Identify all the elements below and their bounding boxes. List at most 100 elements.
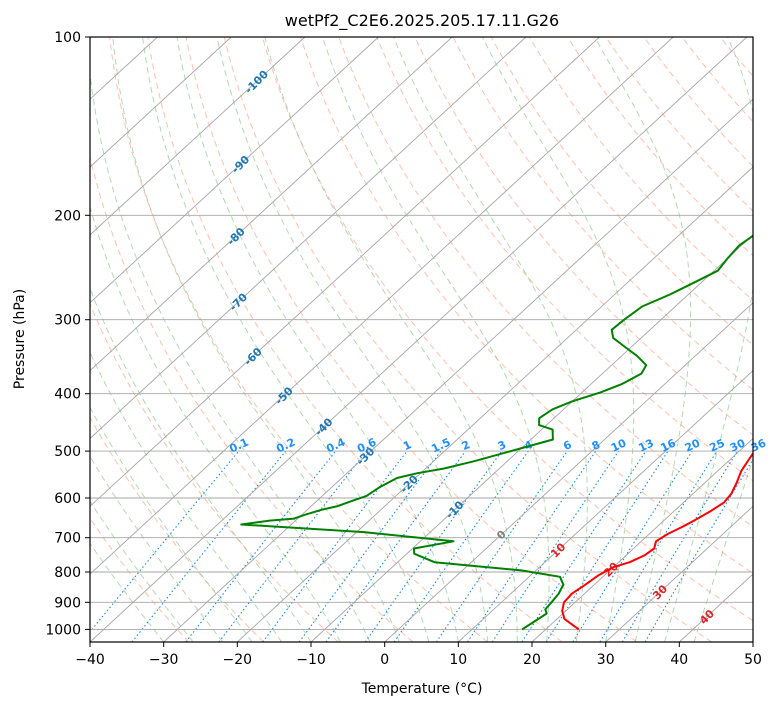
x-tick-label: −20 <box>223 652 253 668</box>
isotherm-line <box>90 37 379 304</box>
isotherm-line <box>90 37 748 642</box>
isotherm-line <box>90 37 674 575</box>
dry-adiabat <box>414 37 753 436</box>
mixing-ratio-label: 0.1 <box>227 436 250 456</box>
moist-adiabat <box>176 37 459 642</box>
moist-adiabat <box>322 37 550 642</box>
mixing-ratio-label: 0.4 <box>324 435 347 455</box>
x-tick-label: −40 <box>75 652 105 668</box>
mixing-ratio-line <box>325 450 467 642</box>
dry-adiabat <box>338 37 753 528</box>
moist-adiabat <box>142 37 430 642</box>
moist-adiabat <box>216 37 489 642</box>
isotherm-line <box>90 37 600 507</box>
moist-adiabat <box>90 406 253 642</box>
mixing-ratio-label: 36 <box>749 436 769 454</box>
isotherm-line <box>310 234 753 642</box>
mixing-ratio-label: 0.2 <box>274 436 297 456</box>
y-tick-label: 200 <box>54 208 81 224</box>
y-tick-label: 1000 <box>45 622 81 638</box>
dry-adiabat <box>109 37 488 642</box>
y-tick-label: 100 <box>54 30 81 46</box>
y-tick-label: 700 <box>54 531 81 547</box>
isotherm-line <box>531 437 753 642</box>
dry-adiabat <box>758 37 775 642</box>
mixing-ratio-line <box>262 450 408 642</box>
moist-adiabat <box>90 542 165 642</box>
moist-adiabat <box>112 37 400 642</box>
isotherm-line <box>605 505 753 642</box>
isotherm-line <box>90 37 306 236</box>
mixing-ratio-label: 25 <box>707 436 726 454</box>
y-tick-label: 400 <box>54 387 81 403</box>
dry-adiabat <box>605 37 753 212</box>
mixing-ratio-line <box>185 450 337 642</box>
isotherm-line <box>0 37 10 642</box>
mixing-ratio-label: 13 <box>636 436 655 454</box>
mixing-ratio-label: 10 <box>609 436 629 454</box>
x-tick-label: 30 <box>597 652 615 668</box>
isotherm-line <box>163 98 753 642</box>
y-tick-label: 300 <box>54 313 81 329</box>
isotherm-line <box>752 641 753 642</box>
dry-adiabat <box>185 37 638 642</box>
dry-adiabat <box>300 37 753 574</box>
x-tick-label: 50 <box>744 652 762 668</box>
dry-adiabat <box>643 37 753 168</box>
moist-adiabat <box>90 70 371 642</box>
mixing-ratio-label: 1.5 <box>429 436 452 456</box>
moist-adiabat <box>393 37 588 642</box>
mixing-ratio-line <box>644 458 753 642</box>
mixing-ratio-line <box>90 450 240 633</box>
isotherm-line <box>457 369 753 642</box>
isotherm-line <box>384 302 753 642</box>
dry-adiabat <box>719 37 753 78</box>
dry-adiabat <box>90 517 190 642</box>
temperature-line <box>561 451 753 631</box>
dry-adiabat <box>490 37 753 346</box>
isotherm-line <box>90 37 453 372</box>
mixing-ratio-line <box>572 450 693 642</box>
mixing-ratio-line <box>131 450 287 642</box>
dewpoint-line <box>240 234 753 631</box>
y-tick-label: 500 <box>54 444 81 460</box>
plot-frame <box>89 36 754 643</box>
dry-adiabat <box>90 416 264 642</box>
x-tick-label: −10 <box>296 652 326 668</box>
mixing-ratio-line <box>521 450 647 642</box>
moist-adiabat <box>264 37 518 642</box>
isotherm-line <box>678 573 753 642</box>
mixing-ratio-label: 20 <box>683 436 703 454</box>
dry-adiabat <box>529 37 753 301</box>
dry-adiabat <box>261 37 753 622</box>
mixing-ratio-label: 30 <box>728 436 748 454</box>
moist-adiabat <box>693 457 753 642</box>
moist-adiabat <box>664 37 753 642</box>
x-axis-label: Temperature (°C) <box>361 681 483 697</box>
y-tick-label: 800 <box>54 565 81 581</box>
y-axis-label: Pressure (hPa) <box>12 289 28 389</box>
isotherm-line <box>236 166 753 642</box>
dry-adiabat <box>681 37 753 123</box>
dry-adiabat <box>376 37 753 482</box>
moist-adiabat <box>90 500 194 642</box>
mixing-ratio-line <box>218 450 367 642</box>
isotherm-line <box>90 37 527 440</box>
y-tick-label: 900 <box>54 595 81 611</box>
moist-adiabat <box>481 37 635 642</box>
chart-title: wetPf2_C2E6.2025.205.17.11.G26 <box>285 11 559 31</box>
x-tick-label: 10 <box>449 652 467 668</box>
x-tick-label: 40 <box>670 652 688 668</box>
dry-adiabat <box>147 37 563 642</box>
mixing-ratio-line <box>621 450 738 642</box>
mixing-ratio-line <box>435 450 568 642</box>
mixing-ratio-label: 16 <box>659 436 679 454</box>
dry-adiabat <box>90 302 339 642</box>
isotherm-line <box>90 37 232 168</box>
dry-adiabat <box>223 37 712 642</box>
x-tick-label: −30 <box>149 652 179 668</box>
y-tick-label: 600 <box>54 491 81 507</box>
x-tick-label: 0 <box>380 652 389 668</box>
moist-adiabat <box>90 455 223 642</box>
mixing-ratio-line <box>393 450 529 642</box>
